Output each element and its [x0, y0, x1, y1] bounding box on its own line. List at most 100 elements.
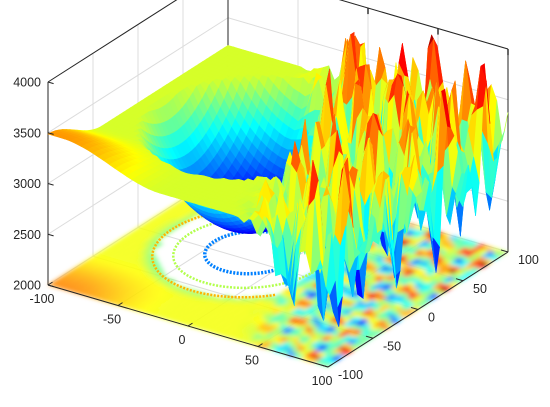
contour-cell	[147, 218, 159, 224]
contour-cell	[347, 332, 359, 338]
contour-cell	[383, 296, 395, 302]
contour-cell	[178, 303, 190, 309]
contour-cell	[229, 322, 241, 328]
contour-cell	[412, 271, 424, 277]
contour-cell	[73, 272, 85, 278]
contour-cell	[141, 255, 153, 260]
contour-cell	[94, 291, 106, 297]
contour-cell	[280, 329, 292, 335]
z-tick-label: 3500	[13, 126, 41, 140]
contour-cell	[341, 284, 353, 289]
contour-cell	[317, 318, 329, 324]
tick-mark	[365, 335, 374, 339]
contour-cell	[108, 282, 120, 288]
contour-cell	[154, 220, 166, 226]
contour-cell	[79, 262, 91, 267]
contour-cell	[132, 248, 144, 253]
contour-cell	[324, 333, 336, 339]
x-tick-label: -100	[29, 292, 54, 306]
contour-cell	[455, 250, 467, 256]
contour-cell	[283, 334, 295, 340]
contour-cell	[170, 217, 182, 223]
contour-cell	[408, 240, 420, 246]
contour-cell	[285, 339, 297, 345]
contour-cell	[187, 310, 199, 316]
contour-cell	[289, 323, 301, 329]
contour-cell	[267, 337, 279, 343]
contour-cell	[280, 316, 292, 322]
contour-cell	[101, 280, 113, 286]
contour-cell	[450, 240, 462, 246]
contour-cell	[156, 284, 168, 290]
contour-cell	[423, 257, 435, 263]
grid-line-back-z	[227, 17, 509, 101]
contour-cell	[66, 283, 78, 289]
contour-cell	[262, 328, 274, 333]
z-tick-label: 2500	[13, 228, 41, 242]
contour-cell	[304, 294, 316, 300]
contour-cell	[246, 331, 258, 337]
contour-cell	[245, 306, 257, 312]
contour-cell	[369, 305, 381, 310]
contour-cell	[298, 317, 310, 323]
contour-cell	[110, 275, 122, 281]
contour-cell	[243, 326, 255, 332]
contour-cell	[374, 256, 386, 262]
contour-cell	[151, 216, 163, 221]
contour-cell	[101, 293, 113, 299]
contour-cell	[136, 232, 148, 238]
contour-cell	[447, 235, 459, 241]
contour-cell	[415, 288, 427, 294]
contour-cell	[156, 213, 168, 219]
contour-cell	[368, 266, 380, 272]
contour-cell	[351, 316, 363, 322]
contour-floor	[48, 170, 508, 367]
contour-cell	[346, 306, 358, 312]
contour-cell	[196, 304, 208, 310]
contour-cell	[145, 285, 157, 291]
contour-cell	[407, 261, 419, 267]
contour-cell	[333, 328, 345, 333]
contour-cell	[73, 285, 85, 291]
contour-cell	[358, 318, 370, 324]
contour-cell	[377, 273, 389, 279]
contour-cell	[215, 318, 227, 324]
contour-cell	[206, 311, 218, 317]
contour-cell	[233, 307, 245, 313]
contour-cell	[409, 253, 421, 259]
contour-cell	[57, 276, 69, 282]
contour-cell	[356, 326, 368, 332]
contour-cell	[145, 298, 157, 304]
contour-cell	[211, 321, 223, 327]
contour-cell	[420, 240, 432, 246]
contour-cell	[281, 296, 293, 301]
contour-cell	[139, 250, 151, 255]
contour-cell	[171, 314, 183, 320]
contour-cell	[136, 303, 148, 309]
contour-cell	[399, 246, 411, 252]
contour-cell	[70, 267, 82, 273]
contour-cell	[124, 233, 136, 239]
contour-cell	[98, 263, 110, 269]
contour-cell	[278, 324, 290, 330]
contour-cell	[413, 238, 425, 243]
contour-cell	[194, 312, 206, 318]
contour-cell	[102, 260, 114, 266]
contour-cell	[302, 302, 314, 308]
contour-cell	[110, 287, 122, 293]
contour-cell	[382, 270, 394, 276]
contour-cell	[91, 261, 103, 267]
contour-cell	[124, 279, 136, 285]
contour-cell	[243, 314, 255, 319]
contour-cell	[292, 341, 304, 347]
contour-cell	[384, 275, 396, 281]
contour-cell	[128, 263, 140, 269]
contour-cell	[95, 258, 107, 264]
contour-cell	[471, 246, 483, 252]
y-tick-label: 50	[473, 282, 487, 296]
contour-cell	[404, 302, 416, 308]
contour-cell	[400, 259, 412, 265]
contour-cell	[462, 252, 474, 258]
contour-cell	[440, 279, 452, 285]
z-tick-label: 3000	[13, 177, 41, 191]
